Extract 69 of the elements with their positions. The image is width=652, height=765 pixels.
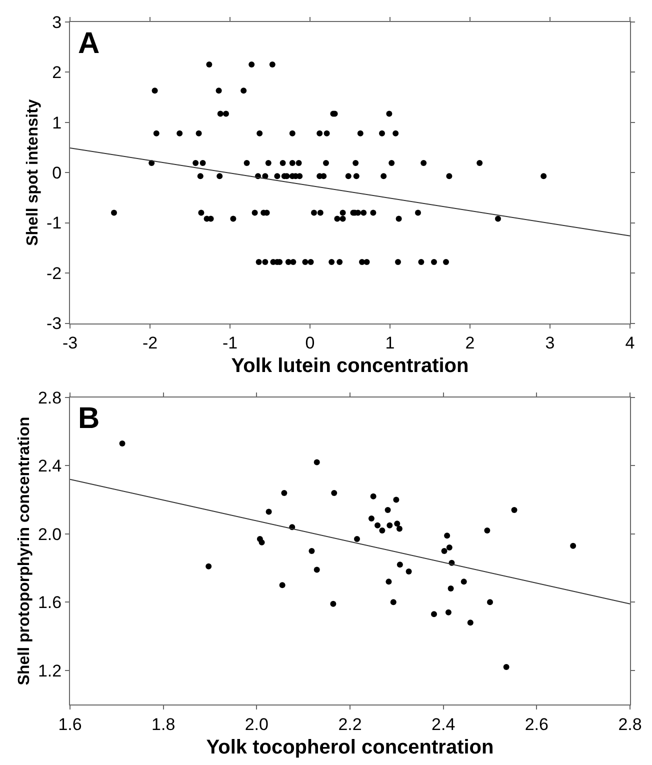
point bbox=[393, 496, 400, 503]
point bbox=[446, 544, 452, 551]
x-tick-label: 2 bbox=[465, 334, 475, 353]
point bbox=[308, 548, 315, 554]
point bbox=[384, 507, 391, 514]
point bbox=[441, 548, 448, 554]
y-axis-title: Shell protoporphyrin concentration bbox=[16, 416, 33, 686]
point bbox=[390, 599, 396, 606]
x-tick-label: 2.0 bbox=[244, 714, 268, 734]
point bbox=[370, 493, 376, 500]
point bbox=[503, 664, 510, 670]
x-tick-label: 3 bbox=[545, 334, 555, 353]
x-tick-label: 0 bbox=[305, 334, 315, 353]
point bbox=[314, 459, 320, 466]
point bbox=[386, 522, 393, 528]
point bbox=[511, 507, 518, 514]
x-tick-label: 1 bbox=[385, 334, 395, 353]
x-tick-label: 4 bbox=[625, 334, 635, 353]
y-tick-label: -1 bbox=[46, 214, 62, 233]
point bbox=[368, 516, 374, 522]
y-tick-label: 1 bbox=[52, 113, 62, 132]
y-tick-label: 2.0 bbox=[38, 524, 62, 544]
point bbox=[445, 609, 452, 616]
point bbox=[487, 599, 493, 606]
point bbox=[354, 536, 360, 542]
y-tick-label: 2 bbox=[52, 63, 62, 82]
point bbox=[279, 582, 286, 588]
x-tick-label: 2.2 bbox=[338, 714, 362, 734]
point bbox=[206, 563, 212, 570]
x-tick-label: 1.8 bbox=[152, 714, 176, 734]
point bbox=[330, 600, 336, 607]
point bbox=[460, 578, 467, 585]
point bbox=[484, 527, 490, 534]
x-tick-label: -2 bbox=[142, 334, 158, 353]
point bbox=[396, 562, 403, 568]
point bbox=[258, 539, 265, 546]
y-tick-label: 3 bbox=[52, 12, 62, 32]
point bbox=[314, 566, 320, 573]
x-tick-label: 2.4 bbox=[432, 714, 456, 734]
point bbox=[394, 520, 400, 527]
point bbox=[281, 490, 288, 496]
point bbox=[467, 620, 474, 626]
annotation: A bbox=[78, 27, 100, 60]
x-tick-label: 2.6 bbox=[524, 714, 548, 734]
x-axis-title: Yolk lutein concentration bbox=[231, 355, 469, 378]
y-tick-label: 1.2 bbox=[38, 661, 62, 680]
y-tick-label: -3 bbox=[46, 314, 62, 334]
annotation: B bbox=[78, 402, 100, 435]
point bbox=[119, 440, 126, 446]
y-tick-label: -2 bbox=[46, 264, 62, 283]
y-tick-label: 1.6 bbox=[38, 593, 62, 612]
point bbox=[331, 490, 338, 496]
point bbox=[374, 522, 381, 528]
point bbox=[444, 532, 450, 539]
y-tick-label: 2.8 bbox=[38, 388, 62, 408]
point bbox=[406, 568, 412, 574]
point bbox=[448, 586, 454, 592]
point bbox=[570, 542, 576, 549]
x-tick-label: -1 bbox=[222, 334, 238, 353]
point bbox=[386, 578, 392, 585]
y-tick-label: 0 bbox=[52, 164, 62, 183]
point bbox=[396, 526, 402, 532]
y-axis-title: Shell spot intensity bbox=[24, 99, 42, 246]
x-tick-label: 2.8 bbox=[618, 714, 642, 734]
x-axis-title: Yolk tocopherol concentration bbox=[206, 736, 494, 758]
point bbox=[431, 611, 437, 618]
point bbox=[266, 508, 272, 515]
point bbox=[379, 527, 386, 534]
y-tick-label: 2.4 bbox=[38, 456, 62, 476]
